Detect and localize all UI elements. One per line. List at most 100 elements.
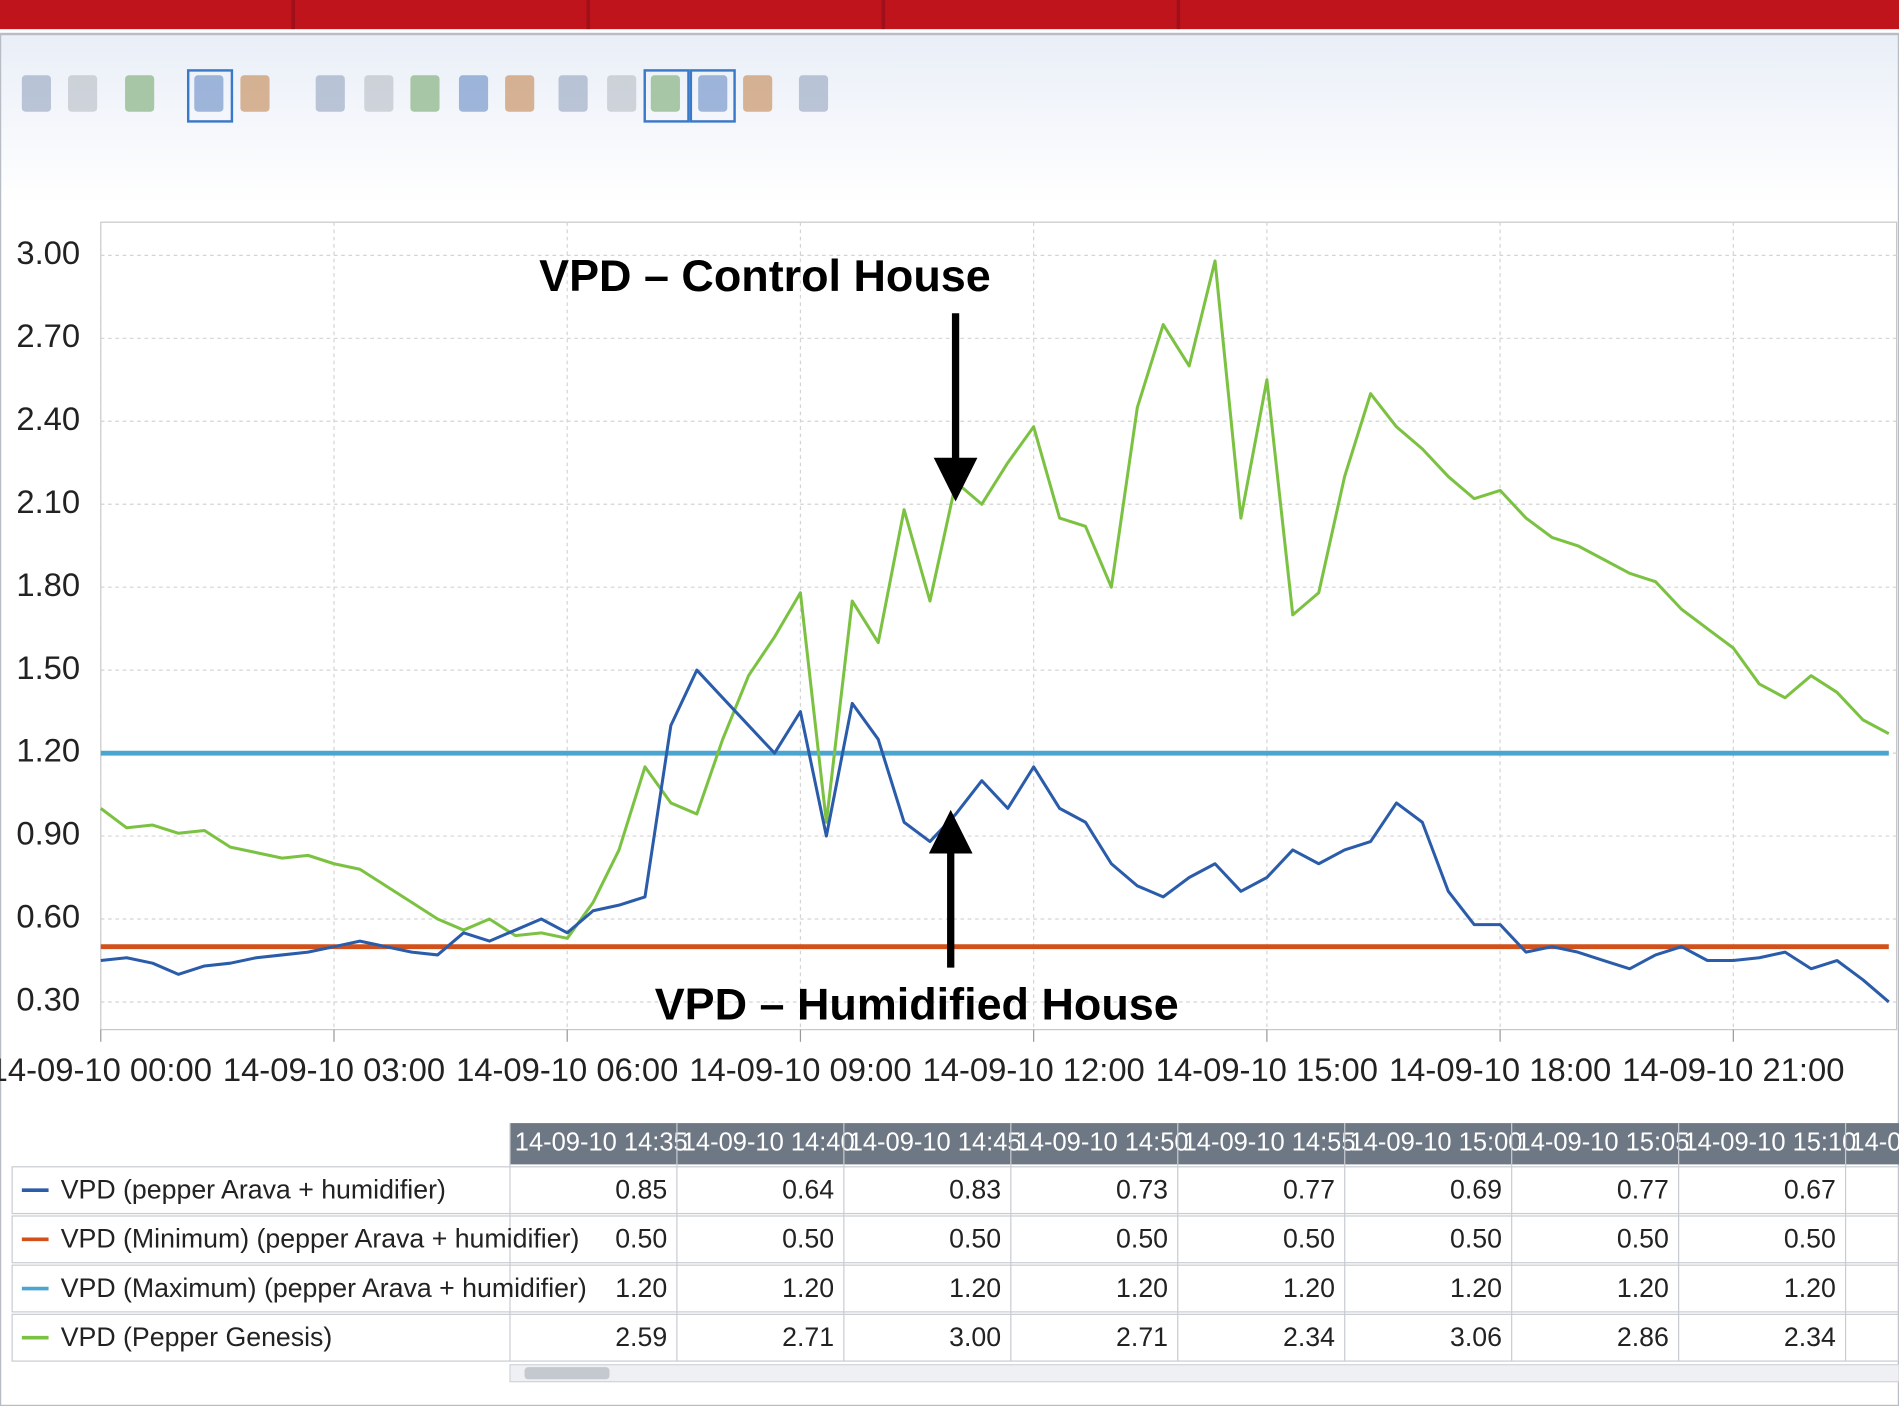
table-cell: 0.77 [1617, 1174, 1669, 1204]
y-tick-label: 1.50 [16, 649, 80, 686]
toolbar-button[interactable] [364, 75, 394, 112]
toolbar-icons [21, 69, 829, 123]
table-cell: 1.20 [1283, 1273, 1335, 1303]
x-tick-label: 14-09-10 18:00 [1389, 1051, 1611, 1088]
column-header: 14-09-10 14:55 [1183, 1128, 1356, 1156]
table-cell: 1.20 [949, 1273, 1001, 1303]
y-tick-label: 0.60 [16, 898, 80, 935]
toolbar-button[interactable] [607, 75, 637, 112]
series-line [100, 668, 1890, 1004]
tabs [291, 0, 1181, 30]
chart: 0.30 0.60 0.90 1.20 1.50 1.80 2.10 2.40 2.70 3.00… [0, 221, 1898, 1088]
table-cell: 0.50 [1617, 1224, 1669, 1254]
column-header: 14-09-10 14:45 [849, 1128, 1022, 1156]
table-cell: 1.20 [615, 1273, 667, 1303]
table-cell: 0.50 [615, 1224, 667, 1254]
table-cell: 2.71 [1116, 1322, 1168, 1352]
x-tick-label: 14-09-10 21:00 [1622, 1051, 1844, 1088]
table-cell: 0.50 [1116, 1224, 1168, 1254]
table-cell: 0.69 [1450, 1174, 1502, 1204]
table-cell: 1.20 [1116, 1273, 1168, 1303]
toolbar-button[interactable] [505, 75, 535, 112]
toolbar-toggle[interactable] [689, 69, 736, 123]
y-tick-label: 2.40 [16, 400, 80, 437]
scrollbar-thumb[interactable] [524, 1367, 610, 1380]
table-cell: 2.59 [615, 1322, 667, 1352]
y-tick-label: 0.30 [16, 981, 80, 1018]
y-tick-label: 2.70 [16, 317, 80, 354]
table-cell: 0.67 [1784, 1174, 1836, 1204]
series-line [99, 259, 1890, 940]
toolbar [0, 33, 1899, 204]
annotation: VPD – Control House [539, 250, 991, 301]
legend-label: VPD (pepper Arava + humidifier) [61, 1174, 446, 1204]
table-cell: 3.00 [949, 1322, 1001, 1352]
toolbar-button[interactable] [558, 75, 588, 112]
legend-label: VPD (Pepper Genesis) [61, 1322, 333, 1352]
table-row [11, 1264, 1899, 1313]
toolbar-button[interactable] [125, 75, 155, 112]
table-row [11, 1313, 1899, 1362]
column-header: 14-09-10 14:50 [1016, 1128, 1189, 1156]
table-cell: 2.34 [1283, 1322, 1335, 1352]
x-tick-label: 14-09-10 06:00 [456, 1051, 678, 1088]
x-tick-label: 14-09-10 00:00 [0, 1051, 212, 1088]
scrollbar[interactable] [509, 1364, 1899, 1383]
toolbar-button[interactable] [743, 75, 773, 112]
legend-label: VPD (Maximum) (pepper Arava + humidifier… [61, 1273, 587, 1303]
table-cell: 0.73 [1116, 1174, 1168, 1204]
y-tick-label: 1.20 [16, 732, 80, 769]
table-row [11, 1166, 1899, 1215]
x-tick-label: 14-09-10 03:00 [223, 1051, 445, 1088]
toolbar-button[interactable] [67, 75, 98, 112]
table-cell: 1.20 [1617, 1273, 1669, 1303]
column-header: 14-09-10 14:40 [682, 1128, 855, 1156]
x-tick-label: 14-09-10 09:00 [689, 1051, 911, 1088]
x-tick-label: 14-09-10 12:00 [923, 1051, 1145, 1088]
window-frame [0, 32, 1899, 1406]
table-row [11, 1215, 1899, 1264]
table-cell: 0.50 [782, 1224, 834, 1254]
table-cell: 0.50 [1784, 1224, 1836, 1254]
table-cell: 0.85 [615, 1174, 667, 1204]
toolbar-button[interactable] [798, 75, 829, 112]
column-header: 14-09-10 14:35 [515, 1128, 688, 1156]
legend-label: VPD (Minimum) (pepper Arava + humidifier… [61, 1224, 580, 1254]
y-tick-label: 0.90 [16, 815, 80, 852]
top-bar [0, 0, 1899, 30]
toolbar-button[interactable] [698, 75, 728, 112]
table-cell: 2.34 [1784, 1322, 1836, 1352]
toolbar-button[interactable] [194, 75, 224, 112]
table-header [509, 1123, 1899, 1165]
toolbar-button[interactable] [315, 75, 345, 112]
table-cell: 0.50 [1450, 1224, 1502, 1254]
table-cell: 1.20 [1784, 1273, 1836, 1303]
y-tick-label: 3.00 [16, 234, 80, 271]
toolbar-toggle[interactable] [643, 69, 690, 123]
column-header: 14-09-10 15:05 [1517, 1128, 1690, 1156]
table-cell: 0.83 [949, 1174, 1001, 1204]
table-cell: 1.20 [1450, 1273, 1502, 1303]
plot-area [100, 221, 1898, 1031]
column-header: 14-09-10 15:10 [1683, 1128, 1856, 1156]
toolbar-button[interactable] [410, 75, 440, 112]
y-tick-label: 2.10 [16, 483, 80, 520]
table-cell: 0.50 [1283, 1224, 1335, 1254]
toolbar-button[interactable] [650, 75, 680, 112]
toolbar-button[interactable] [458, 75, 489, 112]
toolbar-button[interactable] [240, 75, 270, 112]
toolbar-button[interactable] [21, 75, 51, 112]
table-cell: 0.77 [1283, 1174, 1335, 1204]
table-cell: 2.86 [1617, 1322, 1669, 1352]
table-cell: 3.06 [1450, 1322, 1502, 1352]
table-cell: 1.20 [782, 1273, 834, 1303]
x-tick-label: 14-09-10 15:00 [1156, 1051, 1378, 1088]
table-cell: 0.50 [949, 1224, 1001, 1254]
table-cell: 2.71 [782, 1322, 834, 1352]
column-header: 14-09- [1850, 1128, 1899, 1156]
table-cell: 0.64 [782, 1174, 834, 1204]
toolbar-toggle[interactable] [186, 69, 234, 123]
column-header: 14-09-10 15:00 [1350, 1128, 1523, 1156]
